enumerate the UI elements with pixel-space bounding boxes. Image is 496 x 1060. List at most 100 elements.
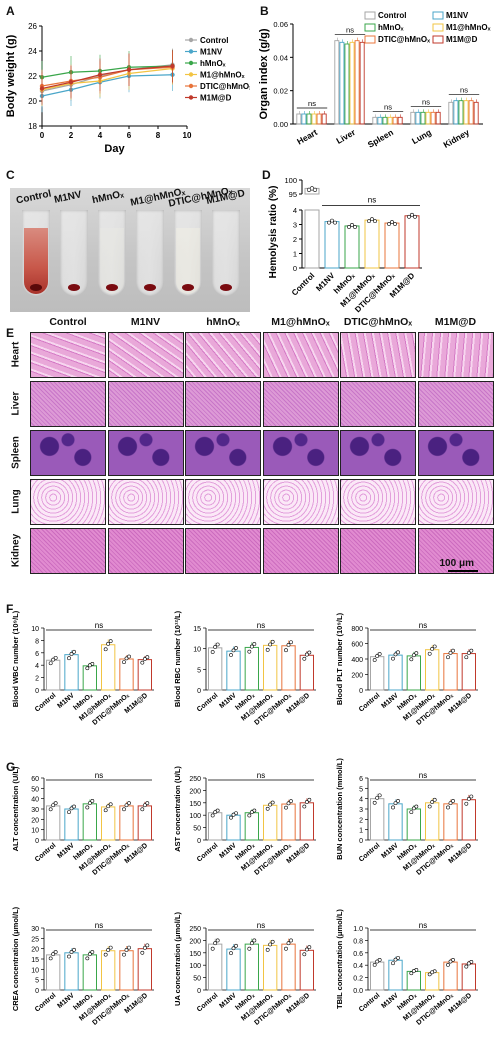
d-ytick: 2 (293, 235, 297, 244)
b-legend-box (432, 23, 444, 32)
g-chart-point (247, 946, 252, 951)
g-chart-point (451, 799, 455, 803)
f-chart-ytick: 400 (351, 657, 363, 664)
f-chart-point (289, 640, 293, 645)
tube (174, 210, 202, 296)
g-chart-point (372, 800, 377, 805)
f-chart-point (307, 650, 312, 655)
g-chart-point (213, 941, 218, 946)
g-chart-category-label: Control (196, 842, 220, 863)
g-chart-ytick: 100 (189, 963, 201, 970)
f-chart-ytick: 0 (35, 688, 39, 695)
histology-tile (185, 528, 261, 574)
a-legend-text: M1@hMnOₓ (200, 71, 245, 80)
f-chart-point (268, 642, 273, 647)
g-chart-ytick: 0 (359, 838, 363, 845)
g-chart-point (284, 805, 288, 810)
b-bar (354, 40, 360, 125)
g-chart-ytick: 0 (197, 988, 201, 995)
tube-label: M1NV (53, 189, 83, 206)
d-point (393, 222, 397, 226)
g-chart-bar (137, 805, 153, 841)
a-legend-marker (188, 72, 194, 77)
d-point (370, 217, 374, 222)
b-ytick: 0.02 (273, 87, 288, 96)
f-chart-bar (64, 654, 79, 691)
histology-tile (30, 528, 106, 574)
g-chart-ylabel: ALT concentration (U/L) (11, 766, 20, 851)
g-chart-point (108, 945, 113, 950)
d-ytick: 4 (293, 206, 297, 215)
f-chart-bar (244, 646, 260, 691)
tube (22, 210, 50, 296)
g-chart-point (451, 957, 455, 962)
histology-grid: Control M1NV hMnOₓ M1@hMnOₓ DTIC@hMnOₓ M1M@D H… (8, 316, 494, 580)
f-chart-point (252, 642, 257, 646)
g-chart-point (396, 799, 400, 803)
a-xtick: 8 (156, 131, 161, 140)
panel-letter-g: G (6, 760, 16, 774)
g-chart-point (409, 971, 414, 976)
g-chart-ytick: 50 (193, 826, 201, 833)
tube-label: hMnOₓ (91, 188, 125, 207)
histology-column-label: DTIC@hMnOₓ (343, 316, 413, 328)
f-chart-ytick: 10 (193, 647, 201, 654)
g-chart-bar (208, 812, 223, 841)
d-bar (344, 225, 360, 269)
g-chart-bar (46, 805, 61, 841)
g-chart-bar (119, 950, 134, 991)
b-bar (316, 113, 322, 125)
f-chart-ytick: 4 (35, 663, 39, 670)
d-point (312, 187, 318, 193)
f-chart-point (270, 639, 275, 644)
g-chart-point (432, 797, 437, 802)
g-chart-point (48, 807, 53, 812)
b-category-label: Lung (410, 127, 433, 146)
histology-tile (340, 479, 416, 525)
rbc-pellet (144, 284, 156, 291)
g-chart-bar (101, 806, 116, 841)
g-chart-point (284, 946, 288, 951)
f-chart-bar (82, 665, 97, 691)
d-point (410, 212, 414, 217)
f-chart-point (432, 644, 437, 649)
g-chart-point (72, 804, 76, 809)
a-ylabel: Body weight (g) (5, 34, 17, 117)
g-chart-point (391, 961, 395, 966)
g-chart-point (411, 969, 416, 973)
g-chart-point (69, 806, 74, 811)
g-chart-ytick: 1.0 (353, 926, 363, 933)
panel-letter-a: A (6, 4, 15, 18)
g-chart-sig-text: ns (95, 921, 103, 930)
b-ytick: 0.06 (273, 20, 288, 29)
a-xtick: 4 (98, 131, 103, 140)
histology-tile (185, 381, 261, 427)
g-chart-point (466, 961, 471, 966)
rbc-pellet (68, 284, 80, 291)
f-chart-point (375, 654, 380, 658)
b-sig-text: ns (384, 102, 392, 111)
f-chart-sig-text: ns (95, 621, 103, 630)
g-chart-ytick: 0.2 (353, 976, 363, 983)
tube-liquid (100, 228, 124, 294)
f-chart-point (409, 657, 414, 662)
a-point (39, 86, 45, 91)
d-bar (304, 209, 320, 269)
d-bar (364, 219, 380, 269)
g-chart-point (85, 956, 90, 961)
a-xtick: 2 (69, 131, 74, 140)
a-ytick: 24 (28, 47, 37, 56)
tube (212, 210, 240, 296)
d-category-label: Control (290, 271, 316, 297)
g-chart-point (446, 962, 450, 967)
g-chart-ytick: 5 (35, 978, 39, 985)
g-chart-point (210, 813, 215, 818)
g-chart-point (448, 801, 453, 806)
a-point (68, 80, 74, 85)
f-chart-point (427, 651, 432, 656)
g-chart-ytick: 2 (359, 817, 363, 824)
f-chart-ytick: 0 (359, 688, 363, 695)
d-ytick: 1 (293, 250, 297, 259)
g-chart-ytick: 4 (359, 797, 363, 804)
g-chart-point (377, 793, 382, 798)
